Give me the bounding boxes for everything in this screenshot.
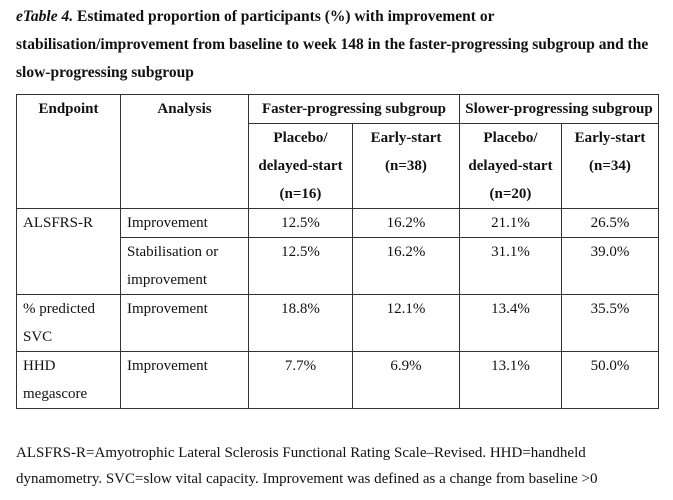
value-cell: 16.2% <box>352 237 460 295</box>
endpoint-cell: HHD megascore <box>16 351 121 409</box>
table-row: Stabilisation or improvement 12.5% 16.2%… <box>17 237 659 295</box>
value-cell: 18.8% <box>248 294 353 352</box>
table-caption: eTable 4. Estimated proportion of partic… <box>16 3 666 87</box>
header-slower-placebo: Placebo/ delayed-start (n=20) <box>459 123 562 209</box>
value-cell: 31.1% <box>459 237 562 295</box>
value-cell: 7.7% <box>248 351 353 409</box>
header-slower-early: Early-start (n=34) <box>561 123 659 209</box>
header-faster-placebo: Placebo/ delayed-start (n=16) <box>248 123 353 209</box>
analysis-cell: Improvement <box>120 351 249 409</box>
value-cell: 16.2% <box>352 208 460 238</box>
endpoint-cell: ALSFRS-R <box>16 208 121 295</box>
value-cell: 13.4% <box>459 294 562 352</box>
analysis-cell: Improvement <box>120 208 249 238</box>
value-cell: 50.0% <box>561 351 659 409</box>
table-footnote: ALSFRS-R=Amyotrophic Lateral Sclerosis F… <box>16 445 598 487</box>
analysis-cell: Stabilisation or improvement <box>120 237 249 295</box>
caption-text: Estimated proportion of participants (%)… <box>16 8 649 81</box>
value-cell: 13.1% <box>459 351 562 409</box>
value-cell: 39.0% <box>561 237 659 295</box>
header-slower-subgroup: Slower-progressing subgroup <box>459 94 659 124</box>
header-faster-early: Early-start (n=38) <box>352 123 460 209</box>
value-cell: 26.5% <box>561 208 659 238</box>
value-cell: 12.1% <box>352 294 460 352</box>
analysis-cell: Improvement <box>120 294 249 352</box>
results-table: Endpoint Analysis Faster-progressing sub… <box>16 94 659 409</box>
header-analysis: Analysis <box>120 94 249 209</box>
table-row: HHD megascore Improvement 7.7% 6.9% 13.1… <box>16 351 659 409</box>
value-cell: 35.5% <box>561 294 659 352</box>
value-cell: 12.5% <box>248 208 353 238</box>
header-row-arms: Placebo/ delayed-start (n=16) Early-star… <box>17 123 659 209</box>
header-endpoint: Endpoint <box>16 94 121 209</box>
header-faster-subgroup: Faster-progressing subgroup <box>248 94 460 124</box>
table-row: ALSFRS-R Improvement 12.5% 16.2% 21.1% 2… <box>16 208 659 295</box>
value-cell: 21.1% <box>459 208 562 238</box>
endpoint-cell: % predicted SVC <box>16 294 121 352</box>
value-cell: 6.9% <box>352 351 460 409</box>
header-row-groups: Endpoint Analysis Faster-progressing sub… <box>16 94 659 209</box>
caption-label: eTable 4. <box>16 8 74 25</box>
table-row: % predicted SVC Improvement 18.8% 12.1% … <box>16 294 659 352</box>
value-cell: 12.5% <box>248 237 353 295</box>
